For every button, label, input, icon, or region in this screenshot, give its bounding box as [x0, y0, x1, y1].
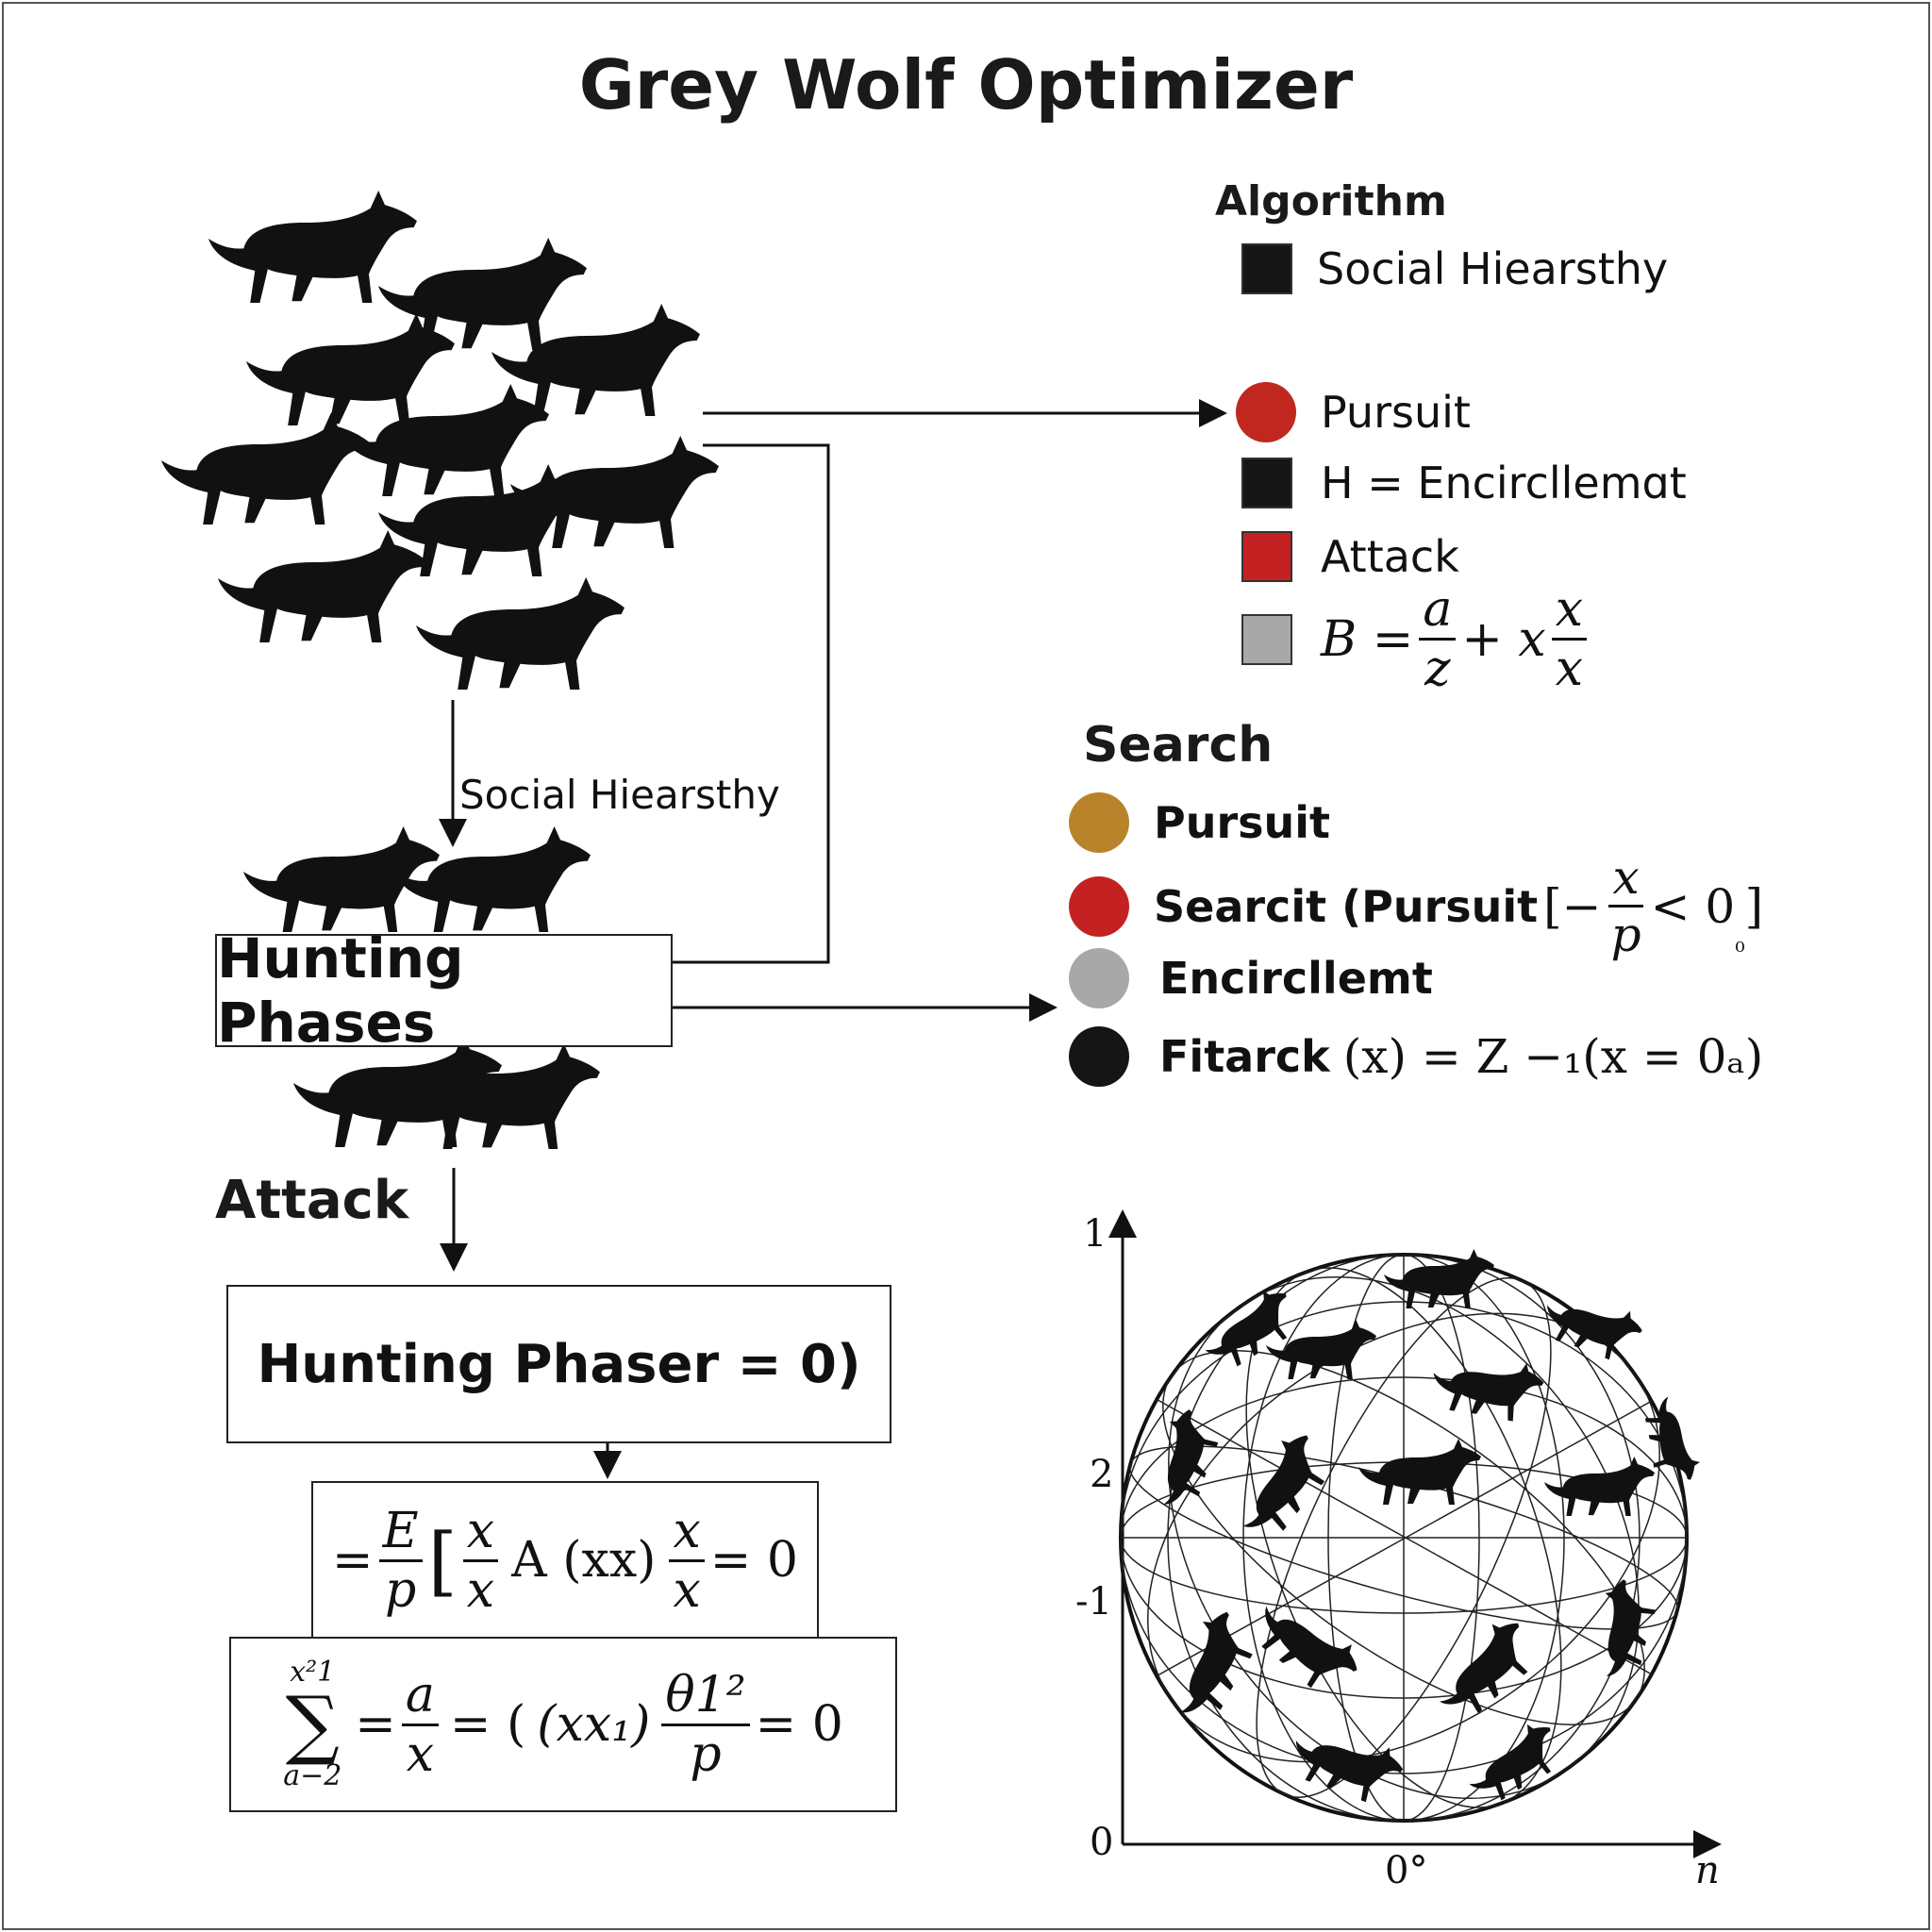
y-tick-neg1: -1 [1075, 1580, 1112, 1624]
wolf-icon [1244, 1587, 1367, 1703]
wolf-icon [1224, 1424, 1340, 1547]
wolf-icon [1285, 1717, 1408, 1810]
wolf-icon [1266, 1320, 1376, 1379]
y-tick-2: 2 [1090, 1453, 1113, 1496]
y-tick-1: 1 [1083, 1212, 1107, 1256]
y-tick-0: 0 [1090, 1821, 1113, 1864]
x-tick-n: n [1695, 1849, 1720, 1892]
wolf-icon [1585, 1575, 1661, 1684]
x-tick-0: 0° [1385, 1849, 1427, 1892]
sphere-mesh [1064, 1187, 1744, 1889]
wolf-icon [1458, 1715, 1570, 1809]
wolf-icon [1358, 1439, 1481, 1505]
